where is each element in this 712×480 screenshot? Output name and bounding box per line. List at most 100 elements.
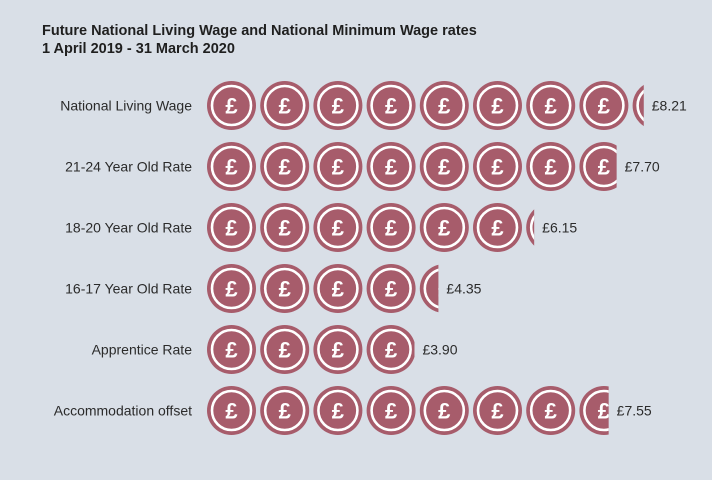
category-label: Accommodation offset	[54, 403, 192, 419]
coin-bar: £ £ £ £ £	[207, 264, 451, 313]
svg-text:£: £	[491, 216, 504, 241]
svg-text:£: £	[491, 155, 504, 180]
svg-text:£: £	[598, 399, 611, 424]
pound-coin-icon: £	[526, 209, 535, 246]
svg-text:£: £	[225, 399, 238, 424]
value-label: £4.35	[446, 281, 481, 297]
svg-text:£: £	[225, 277, 238, 302]
coin-bar: £ £ £ £ £ £ £	[207, 203, 535, 252]
pound-coin-icon: £	[366, 142, 416, 191]
svg-text:£: £	[279, 338, 292, 363]
pound-coin-icon: £	[419, 203, 469, 252]
svg-text:£: £	[332, 399, 345, 424]
pound-coin-icon: £	[579, 142, 617, 191]
svg-text:£: £	[279, 94, 292, 119]
pound-coin-icon: £	[579, 81, 629, 130]
category-label: 21-24 Year Old Rate	[65, 159, 192, 175]
pound-coin-icon: £	[366, 264, 416, 313]
category-label: 16-17 Year Old Rate	[65, 281, 192, 297]
category-label: 18-20 Year Old Rate	[65, 220, 192, 236]
svg-text:£: £	[279, 216, 292, 241]
pound-coin-icon: £	[473, 203, 522, 252]
pound-coin-icon: £	[473, 386, 522, 435]
chart-subtitle: 1 April 2019 - 31 March 2020	[42, 41, 235, 57]
pound-coin-icon: £	[313, 386, 363, 435]
pound-coin-icon: £	[207, 203, 256, 252]
svg-text:£: £	[279, 155, 292, 180]
svg-text:£: £	[225, 94, 238, 119]
coin-bar: £ £ £ £ £ £ £ £	[207, 142, 617, 191]
chart-title-block: Future National Living Wage and National…	[42, 22, 477, 58]
value-label: £7.55	[617, 403, 652, 419]
pound-coin-icon: £	[579, 386, 611, 435]
pound-coin-icon: £	[313, 203, 363, 252]
pound-coin-icon: £	[313, 81, 363, 130]
svg-text:£: £	[598, 155, 611, 180]
svg-text:£: £	[225, 216, 238, 241]
pound-coin-icon: £	[207, 142, 256, 191]
value-label: £7.70	[625, 159, 660, 175]
svg-text:£: £	[332, 338, 345, 363]
svg-text:£: £	[491, 94, 504, 119]
svg-text:£: £	[385, 399, 398, 424]
svg-text:£: £	[385, 338, 398, 363]
pound-coin-icon: £	[366, 386, 416, 435]
pound-coin-icon: £	[473, 81, 522, 130]
pound-coin-icon: £	[260, 264, 310, 313]
coin-bar: £ £ £ £ £ £ £ £ £	[207, 81, 644, 130]
svg-text:£: £	[332, 94, 345, 119]
pound-coin-icon: £	[366, 81, 416, 130]
category-label: National Living Wage	[60, 98, 192, 114]
value-label: £3.90	[422, 342, 457, 358]
pound-coin-icon: £	[473, 142, 522, 191]
svg-text:£: £	[438, 155, 451, 180]
svg-text:£: £	[385, 277, 398, 302]
pound-coin-icon: £	[313, 325, 363, 374]
svg-text:£: £	[332, 216, 345, 241]
svg-text:£: £	[545, 155, 558, 180]
svg-text:£: £	[332, 155, 345, 180]
pound-coin-icon: £	[207, 325, 256, 374]
coin-bar: £ £ £ £ £ £ £ £	[207, 386, 611, 435]
pound-coin-icon: £	[260, 203, 310, 252]
svg-text:£: £	[545, 94, 558, 119]
pound-coin-icon: £	[419, 142, 469, 191]
pound-coin-icon: £	[366, 325, 415, 374]
pound-coin-icon: £	[526, 81, 576, 130]
svg-text:£: £	[438, 277, 451, 302]
value-label: £6.15	[542, 220, 577, 236]
svg-text:£: £	[225, 155, 238, 180]
svg-text:£: £	[225, 338, 238, 363]
pound-coin-icon: £	[207, 386, 256, 435]
category-label: Apprentice Rate	[92, 342, 193, 358]
svg-text:£: £	[385, 216, 398, 241]
svg-text:£: £	[385, 94, 398, 119]
svg-text:£: £	[545, 399, 558, 424]
pound-coin-icon: £	[207, 264, 256, 313]
pound-coin-icon: £	[419, 81, 469, 130]
value-label: £8.21	[652, 98, 687, 114]
svg-text:£: £	[279, 399, 292, 424]
pound-coin-icon: £	[260, 81, 310, 130]
pound-coin-icon: £	[260, 325, 310, 374]
pound-coin-icon: £	[419, 264, 451, 313]
svg-text:£: £	[598, 94, 611, 119]
svg-text:£: £	[491, 399, 504, 424]
svg-text:£: £	[438, 94, 451, 119]
svg-text:£: £	[385, 155, 398, 180]
pound-coin-icon: £	[419, 386, 469, 435]
pound-coin-icon: £	[260, 142, 310, 191]
pound-coin-icon: £	[207, 81, 256, 130]
pound-coin-icon: £	[366, 203, 416, 252]
chart-title: Future National Living Wage and National…	[42, 23, 477, 39]
svg-text:£: £	[332, 277, 345, 302]
svg-text:£: £	[438, 399, 451, 424]
pound-coin-icon: £	[313, 142, 363, 191]
pound-coin-icon: £	[526, 386, 576, 435]
svg-text:£: £	[438, 216, 451, 241]
pound-coin-icon: £	[260, 386, 310, 435]
pound-coin-icon: £	[632, 84, 644, 127]
svg-text:£: £	[279, 277, 292, 302]
pound-coin-icon: £	[313, 264, 363, 313]
